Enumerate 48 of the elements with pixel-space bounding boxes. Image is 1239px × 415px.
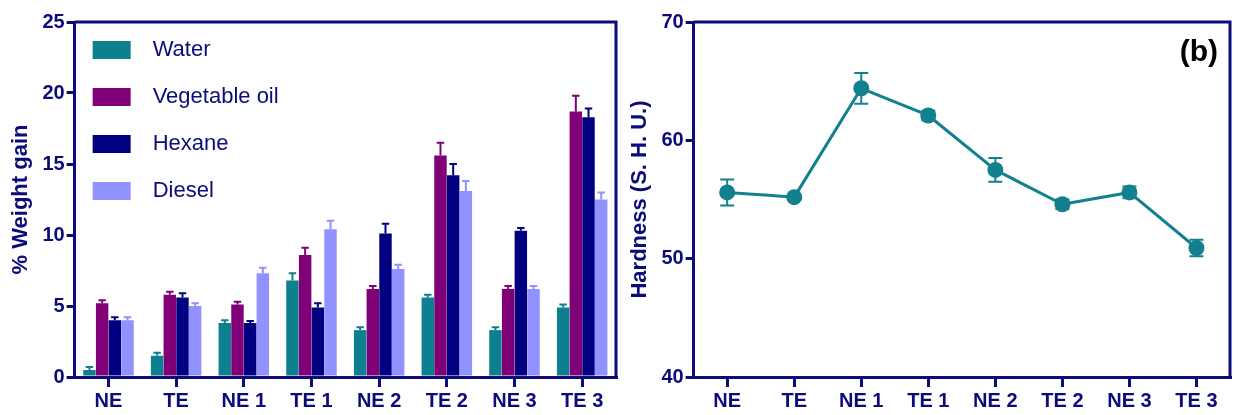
x-tick-label: TE 1 — [907, 388, 950, 411]
x-tick-label: TE 3 — [561, 388, 604, 411]
x-tick-label: TE 3 — [1175, 388, 1218, 411]
y-axis-title: % Weight gain — [7, 124, 33, 275]
legend-label: Diesel — [152, 177, 214, 203]
legend-label: Hexane — [152, 130, 229, 156]
x-tick-label: NE 2 — [356, 388, 402, 411]
y-tick-label: 60 — [661, 127, 684, 150]
y-tick-label: 40 — [661, 364, 684, 387]
y-tick-label: 20 — [42, 80, 65, 103]
x-tick-label: NE 1 — [221, 388, 267, 411]
x-tick-label: TE 2 — [425, 388, 468, 411]
x-tick-label: TE 2 — [1041, 388, 1084, 411]
y-tick-label: 5 — [53, 293, 65, 316]
x-tick-label: TE — [781, 388, 807, 411]
x-tick-label: NE 3 — [1107, 388, 1152, 411]
bar — [421, 297, 435, 376]
legend-label: Vegetable oil — [152, 83, 279, 109]
x-tick-label: NE 1 — [839, 388, 884, 411]
bar — [188, 306, 202, 376]
y-tick-label: 25 — [42, 9, 65, 32]
y-tick-label: 50 — [661, 246, 684, 269]
bar — [501, 288, 515, 376]
bar — [95, 303, 109, 376]
x-tick-label: TE — [163, 388, 189, 411]
annotation: (b) — [1179, 34, 1218, 68]
bar — [83, 369, 96, 376]
x-tick-label: TE 1 — [290, 388, 333, 411]
bar — [150, 355, 164, 376]
x-tick-label: NE — [94, 388, 123, 411]
bar — [489, 330, 502, 376]
x-tick-label: NE 2 — [973, 388, 1018, 411]
legend-label: Water — [152, 36, 211, 62]
bar — [218, 323, 231, 376]
y-tick-label: 0 — [53, 364, 65, 387]
y-tick-label: 15 — [42, 151, 65, 174]
y-tick-label: 70 — [661, 9, 684, 32]
x-tick-label: NE 3 — [492, 388, 537, 411]
bar — [527, 288, 540, 376]
bar — [163, 294, 177, 376]
y-tick-label: 10 — [42, 222, 65, 245]
bar — [121, 320, 134, 376]
bar — [366, 288, 380, 376]
bar — [556, 307, 570, 376]
bar — [231, 304, 244, 376]
x-tick-label: NE — [713, 388, 742, 411]
y-axis-title: Hardness (S. H. U.) — [626, 100, 652, 299]
bar — [353, 330, 367, 376]
